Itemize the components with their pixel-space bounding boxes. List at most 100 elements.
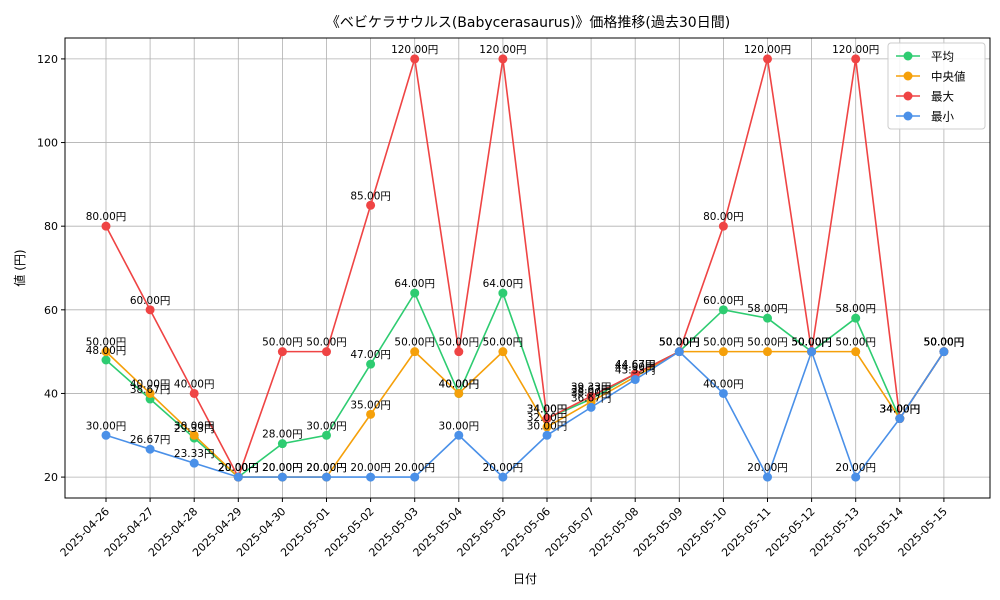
data-label: 20.00円: [218, 462, 259, 474]
data-point: [542, 430, 552, 440]
data-point: [366, 409, 376, 419]
series-line: [105, 290, 945, 479]
data-label: 58.00円: [835, 303, 876, 315]
data-point: [233, 472, 243, 482]
data-point: [145, 388, 155, 398]
data-point: [454, 430, 464, 440]
data-point: [807, 347, 817, 357]
data-label: 32.00円: [527, 412, 568, 424]
data-label: 30.00円: [174, 420, 215, 432]
data-label: 40.00円: [439, 378, 480, 390]
data-label: 20.00円: [350, 462, 391, 474]
data-label: 50.00円: [791, 337, 832, 349]
data-point: [410, 54, 420, 64]
legend-box: [887, 42, 986, 130]
data-label: 50.00円: [659, 337, 700, 349]
series-line: [105, 349, 945, 480]
data-label: 23.33円: [174, 448, 215, 460]
data-point: [101, 347, 111, 357]
data-label: 30.00円: [306, 420, 347, 432]
data-label: 50.00円: [439, 337, 480, 349]
data-label: 20.00円: [747, 462, 788, 474]
data-point: [498, 288, 508, 298]
data-point: [630, 375, 640, 385]
data-label: 20.00円: [483, 462, 524, 474]
data-label: 34.00円: [880, 404, 921, 416]
data-point: [895, 414, 905, 424]
x-axis-label: 日付: [513, 572, 537, 586]
data-point: [586, 391, 596, 401]
data-point: [851, 313, 861, 323]
data-label: 50.00円: [86, 337, 127, 349]
data-point: [410, 347, 420, 357]
data-label: 20.00円: [262, 462, 303, 474]
data-label: 64.00円: [483, 278, 524, 290]
data-label: 120.00円: [832, 44, 879, 56]
data-label: 50.00円: [659, 337, 700, 349]
data-point: [718, 221, 728, 231]
data-label: 40.00円: [439, 378, 480, 390]
data-label: 38.00円: [571, 387, 612, 399]
y-tick-label: 120: [37, 53, 58, 66]
data-point: [542, 414, 552, 424]
data-label: 36.67円: [571, 392, 612, 404]
data-point: [851, 472, 861, 482]
data-label: 50.00円: [791, 337, 832, 349]
data-point: [718, 305, 728, 315]
y-axis-label: 値 (円): [12, 249, 27, 286]
data-label: 34.00円: [880, 404, 921, 416]
data-point: [277, 439, 287, 449]
data-label: 50.00円: [262, 337, 303, 349]
data-point: [101, 355, 111, 365]
data-label: 64.00円: [394, 278, 435, 290]
legend-marker: [903, 111, 913, 121]
data-label: 38.67円: [130, 384, 171, 396]
legend-marker: [903, 91, 913, 101]
data-label: 80.00円: [86, 211, 127, 223]
data-label: 40.00円: [130, 378, 171, 390]
data-label: 85.00円: [350, 190, 391, 202]
data-label: 40.00円: [703, 378, 744, 390]
data-label: 28.00円: [262, 429, 303, 441]
data-point: [454, 347, 464, 357]
y-tick-label: 100: [37, 137, 58, 150]
data-point: [718, 347, 728, 357]
data-point: [763, 472, 772, 482]
data-label: 20.00円: [262, 462, 303, 474]
data-point: [189, 388, 199, 398]
data-label: 50.00円: [659, 337, 700, 349]
data-label: 120.00円: [744, 44, 791, 56]
data-point: [145, 444, 155, 454]
data-point: [322, 430, 331, 440]
data-label: 20.00円: [394, 462, 435, 474]
data-label: 20.00円: [218, 462, 259, 474]
data-label: 44.67円: [615, 359, 656, 371]
data-label: 30.00円: [86, 420, 127, 432]
plot-frame: [64, 37, 991, 499]
data-point: [851, 54, 861, 64]
data-point: [189, 458, 199, 468]
data-point: [145, 305, 155, 315]
data-label: 20.00円: [835, 462, 876, 474]
data-point: [763, 347, 772, 357]
data-label: 29.33円: [174, 423, 215, 435]
data-point: [410, 288, 420, 298]
grid: [65, 38, 990, 498]
data-label: 35.00円: [350, 399, 391, 411]
data-label: 34.00円: [527, 404, 568, 416]
data-label: 30.00円: [439, 420, 480, 432]
data-label: 50.00円: [394, 337, 435, 349]
data-point: [586, 402, 596, 412]
data-label: 34.00円: [880, 404, 921, 416]
data-label: 30.00円: [527, 420, 568, 432]
data-label: 50.00円: [924, 337, 965, 349]
data-labels: 48.00円38.67円29.33円20.00円28.00円30.00円47.0…: [86, 44, 964, 474]
data-label: 44.00円: [615, 362, 656, 374]
legend-marker: [903, 51, 913, 61]
data-point: [763, 313, 772, 323]
data-label: 50.00円: [924, 337, 965, 349]
series-line: [105, 58, 945, 480]
data-point: [718, 388, 728, 398]
y-tick-label: 20: [44, 471, 58, 484]
